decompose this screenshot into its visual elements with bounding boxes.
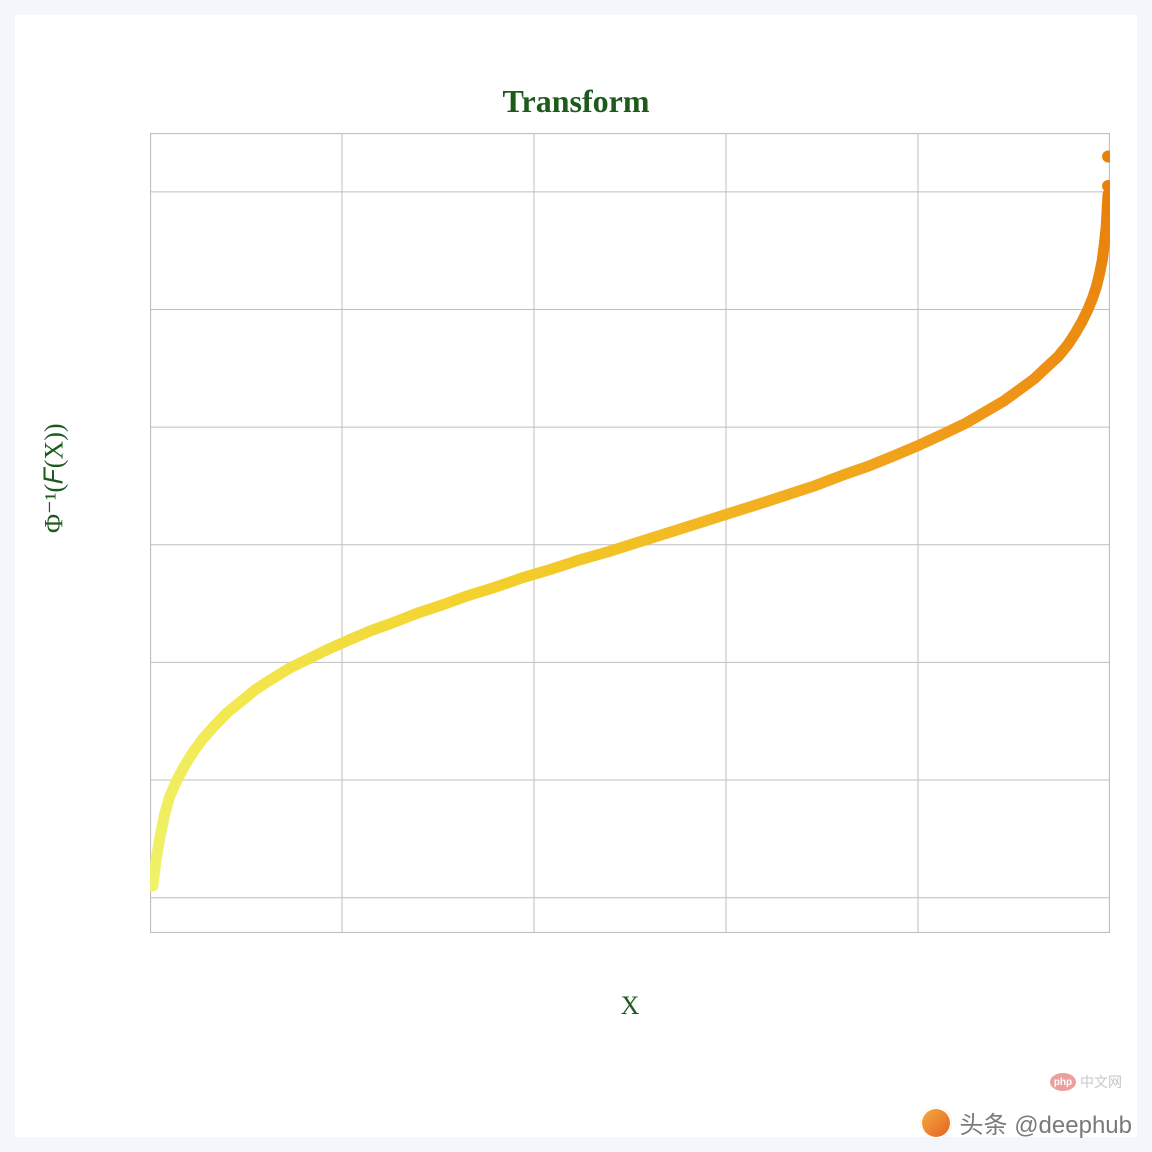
php-badge-icon: php bbox=[1050, 1073, 1076, 1091]
x-axis-label: X bbox=[150, 991, 1110, 1021]
chart-svg bbox=[150, 133, 1110, 933]
avatar-icon bbox=[920, 1107, 952, 1139]
plot-area bbox=[150, 133, 1110, 933]
chart-title: Transform bbox=[15, 83, 1137, 120]
figure-card: Transform X Φ⁻¹(𝐹(X)) bbox=[15, 15, 1137, 1137]
toutiao-watermark: 头条 @deephub bbox=[920, 1105, 1132, 1140]
php-badge-text: 中文网 bbox=[1080, 1072, 1122, 1092]
toutiao-text: 头条 @deephub bbox=[960, 1105, 1132, 1140]
php-watermark: php 中文网 bbox=[1050, 1072, 1122, 1092]
